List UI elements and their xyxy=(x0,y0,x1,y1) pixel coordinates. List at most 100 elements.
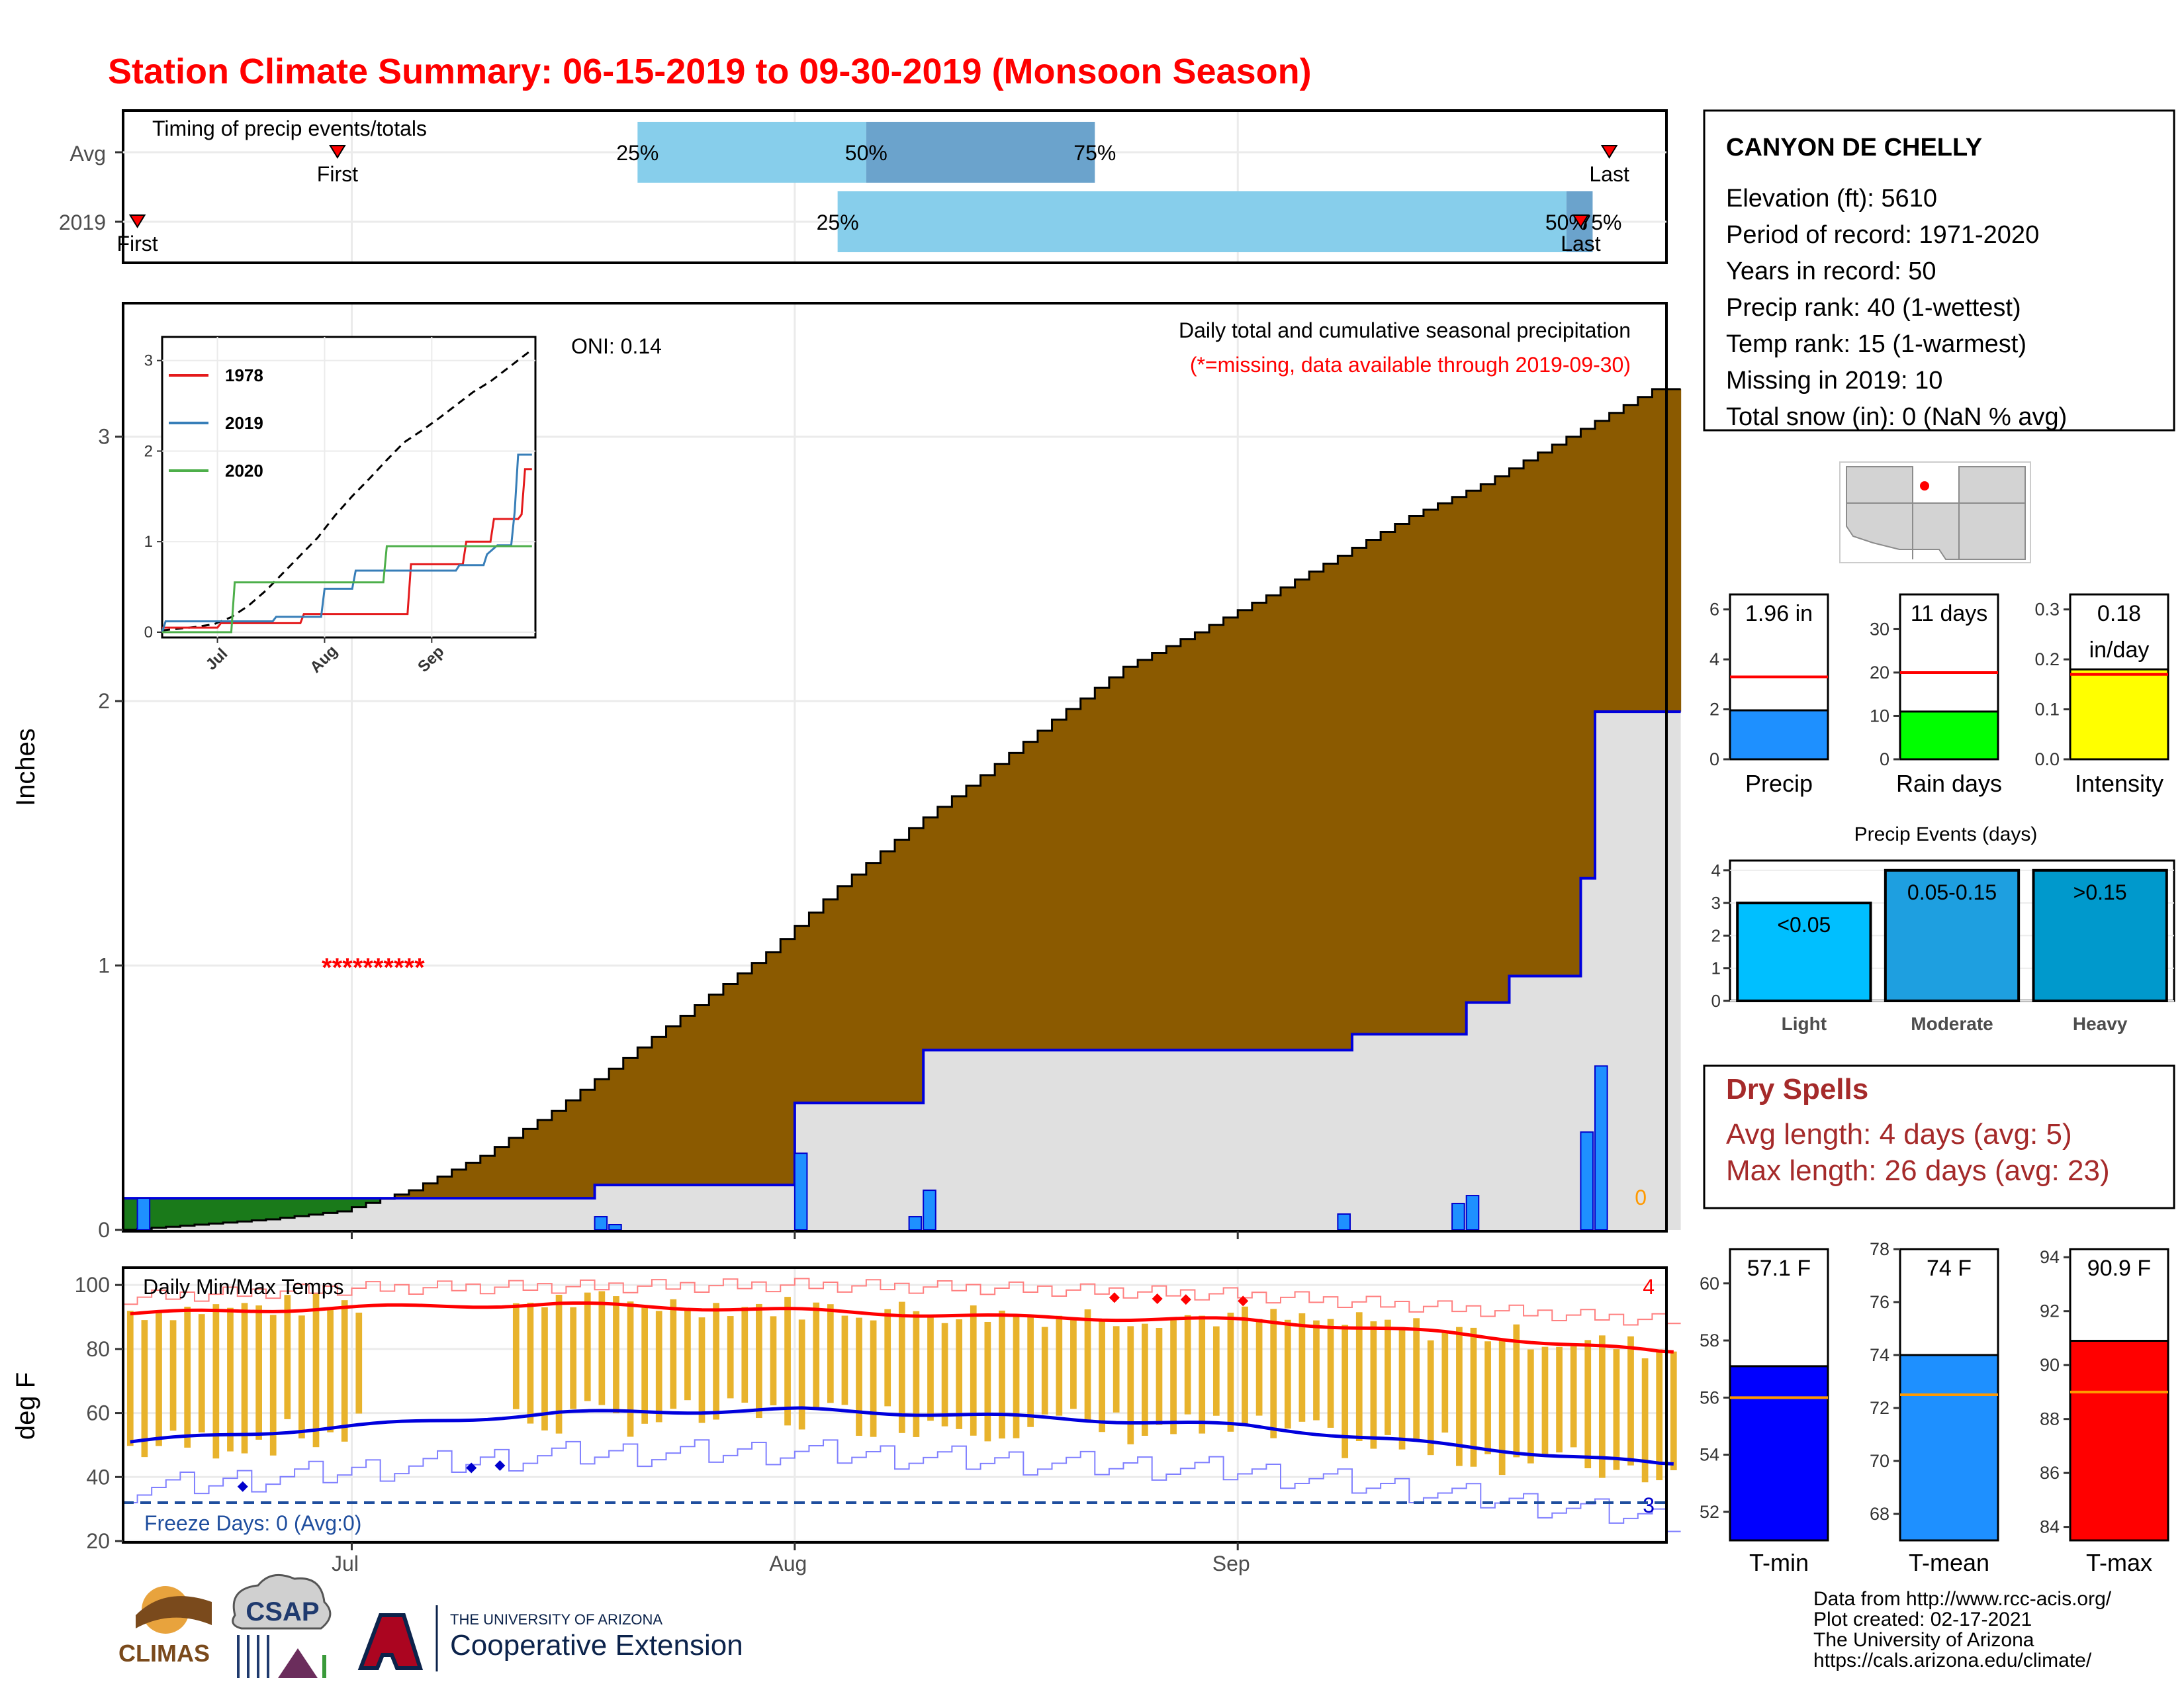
inset-ytick-label: 2 xyxy=(144,442,153,460)
station-line: Total snow (in): 0 (NaN % avg) xyxy=(1726,403,2067,431)
daily-temp-bar xyxy=(641,1307,648,1424)
dry-spells-avg: Avg length: 4 days (avg: 5) xyxy=(1726,1118,2072,1150)
daily-temp-bar xyxy=(1484,1341,1491,1454)
record-low-marker xyxy=(494,1460,506,1472)
summary-ytick-label: 0.2 xyxy=(2034,649,2060,669)
daily-temp-bar xyxy=(670,1299,677,1409)
summary-panel-label: Precip xyxy=(1745,770,1813,797)
temp-xticks: Jul Aug Sep xyxy=(332,1542,1250,1575)
daily-temp-bar xyxy=(527,1302,534,1424)
summary-ytick-label: 2 xyxy=(1709,700,1719,720)
daily-temp-bar xyxy=(1212,1326,1220,1416)
daily-temp-bar xyxy=(1370,1321,1377,1449)
summary-ytick-label: 30 xyxy=(1870,619,1889,639)
timing-q50-label: 50% xyxy=(845,141,887,165)
summary-ytick-label: 72 xyxy=(1870,1398,1889,1418)
daily-temp-bar xyxy=(1327,1319,1334,1428)
summary-value-label: 74 F xyxy=(1927,1256,1972,1281)
daily-temp-bar xyxy=(1056,1315,1063,1416)
daily-temp-bar xyxy=(827,1304,834,1403)
daily-temp-bar xyxy=(269,1315,277,1456)
temp-yticks: 20 40 60 80 100 xyxy=(75,1273,123,1553)
precip-ylabel: Inches xyxy=(11,728,40,806)
daily-temp-bar xyxy=(1670,1351,1677,1471)
summary-value-label: in/day xyxy=(2089,637,2150,663)
temp-title: Daily Min/Max Temps xyxy=(143,1275,343,1299)
summary-value-bar xyxy=(1899,710,1999,761)
daily-precip-bar xyxy=(1594,1065,1608,1231)
summary-ytick-label: 94 xyxy=(2040,1247,2060,1267)
events-ytick-label: 2 xyxy=(1711,925,1721,945)
summary-panel-label: T-max xyxy=(2086,1549,2152,1576)
summary-temp-bars: 52 54 56 58 60 57.1 F T-min 68 70 72 74 76 78 74 F T-m… xyxy=(1700,1239,2169,1576)
daily-temp-bar xyxy=(598,1291,606,1405)
daily-temp-bar xyxy=(241,1303,248,1454)
daily-temp-bar xyxy=(212,1304,220,1459)
station-line: Precip rank: 40 (1-wettest) xyxy=(1726,294,2021,322)
station-info-box: CANYON DE CHELLY Elevation (ft): 5610 Pe… xyxy=(1703,109,2175,432)
ua-big-text: Cooperative Extension xyxy=(450,1629,743,1662)
credit-line: The University of Arizona xyxy=(1813,1629,2034,1651)
precip-yticks: 0 1 2 3 xyxy=(98,425,1239,1242)
timing-q25-label: 25% xyxy=(817,211,859,234)
record-low-marker xyxy=(466,1462,477,1474)
daily-temp-bar xyxy=(512,1303,520,1409)
daily-temp-bar xyxy=(141,1320,148,1458)
avg-surplus-area xyxy=(394,389,1682,1199)
precip-marks xyxy=(123,388,1682,1231)
daily-temp-bar xyxy=(184,1306,191,1448)
summary-value-bar xyxy=(2069,668,2169,761)
daily-temp-bar xyxy=(1427,1340,1434,1456)
xtick-label: Aug xyxy=(769,1552,807,1575)
station-line: Missing in 2019: 10 xyxy=(1726,367,1942,395)
daily-temp-bar xyxy=(198,1314,205,1432)
summary-ytick-label: 76 xyxy=(1870,1292,1889,1312)
daily-temp-bar xyxy=(1513,1324,1520,1458)
avg-min-line xyxy=(130,1406,1674,1466)
daily-temp-bar xyxy=(770,1316,777,1405)
daily-temp-bar xyxy=(627,1301,634,1437)
credit-line: https://cals.arizona.edu/climate/ xyxy=(1813,1650,2092,1671)
summary-ytick-label: 10 xyxy=(1870,706,1889,726)
xtick-label: Jul xyxy=(332,1552,359,1575)
daily-temp-bar xyxy=(284,1295,291,1419)
daily-temp-bar xyxy=(1255,1319,1263,1416)
credits: Data from http://www.rcc-acis.org/ Plot … xyxy=(1813,1588,2112,1671)
daily-temp-bar xyxy=(1541,1346,1549,1455)
daily-temp-bar xyxy=(613,1296,619,1413)
events-category-label: Heavy xyxy=(2073,1013,2128,1034)
daily-temp-bar xyxy=(713,1303,719,1420)
timing-q75-label: 75% xyxy=(1579,211,1621,234)
daily-precip-bar xyxy=(1451,1203,1465,1231)
daily-temp-bar xyxy=(541,1307,548,1430)
events-ytick-label: 3 xyxy=(1711,893,1721,913)
timing-first-marker xyxy=(329,145,346,159)
events-bar-label: <0.05 xyxy=(1777,913,1831,937)
summary-panel-label: Intensity xyxy=(2075,770,2163,797)
daily-temp-bar xyxy=(1385,1319,1391,1435)
daily-temp-bar xyxy=(1342,1325,1349,1458)
daily-temp-bar xyxy=(1641,1358,1649,1483)
timing-title: Timing of precip events/totals xyxy=(152,117,427,140)
events-bar-label: >0.15 xyxy=(2073,880,2127,904)
summary-value-label: 90.9 F xyxy=(2087,1256,2151,1281)
daily-temp-bar xyxy=(1470,1327,1477,1467)
events-bar xyxy=(1884,868,2021,1002)
timing-last-label: Last xyxy=(1561,232,1601,256)
daily-precip-bar xyxy=(1337,1213,1351,1231)
inset-series-line xyxy=(161,453,532,633)
summary-value-bar xyxy=(1899,1354,1999,1542)
daily-temp-bar xyxy=(1584,1340,1592,1469)
timing-q75-label: 75% xyxy=(1073,141,1116,165)
summary-ytick-label: 4 xyxy=(1709,649,1719,669)
station-line: Period of record: 1971-2020 xyxy=(1726,221,2039,249)
daily-temp-bar xyxy=(1456,1327,1463,1466)
record-high-marker xyxy=(1238,1295,1249,1307)
locator-map xyxy=(1839,461,2031,563)
daily-temp-bar xyxy=(798,1319,805,1430)
inset-avg-line xyxy=(161,349,533,632)
summary-ytick-label: 0.3 xyxy=(2034,600,2060,620)
precip-title: Daily total and cumulative seasonal prec… xyxy=(1179,318,1631,342)
daily-temp-bar xyxy=(1013,1316,1020,1438)
